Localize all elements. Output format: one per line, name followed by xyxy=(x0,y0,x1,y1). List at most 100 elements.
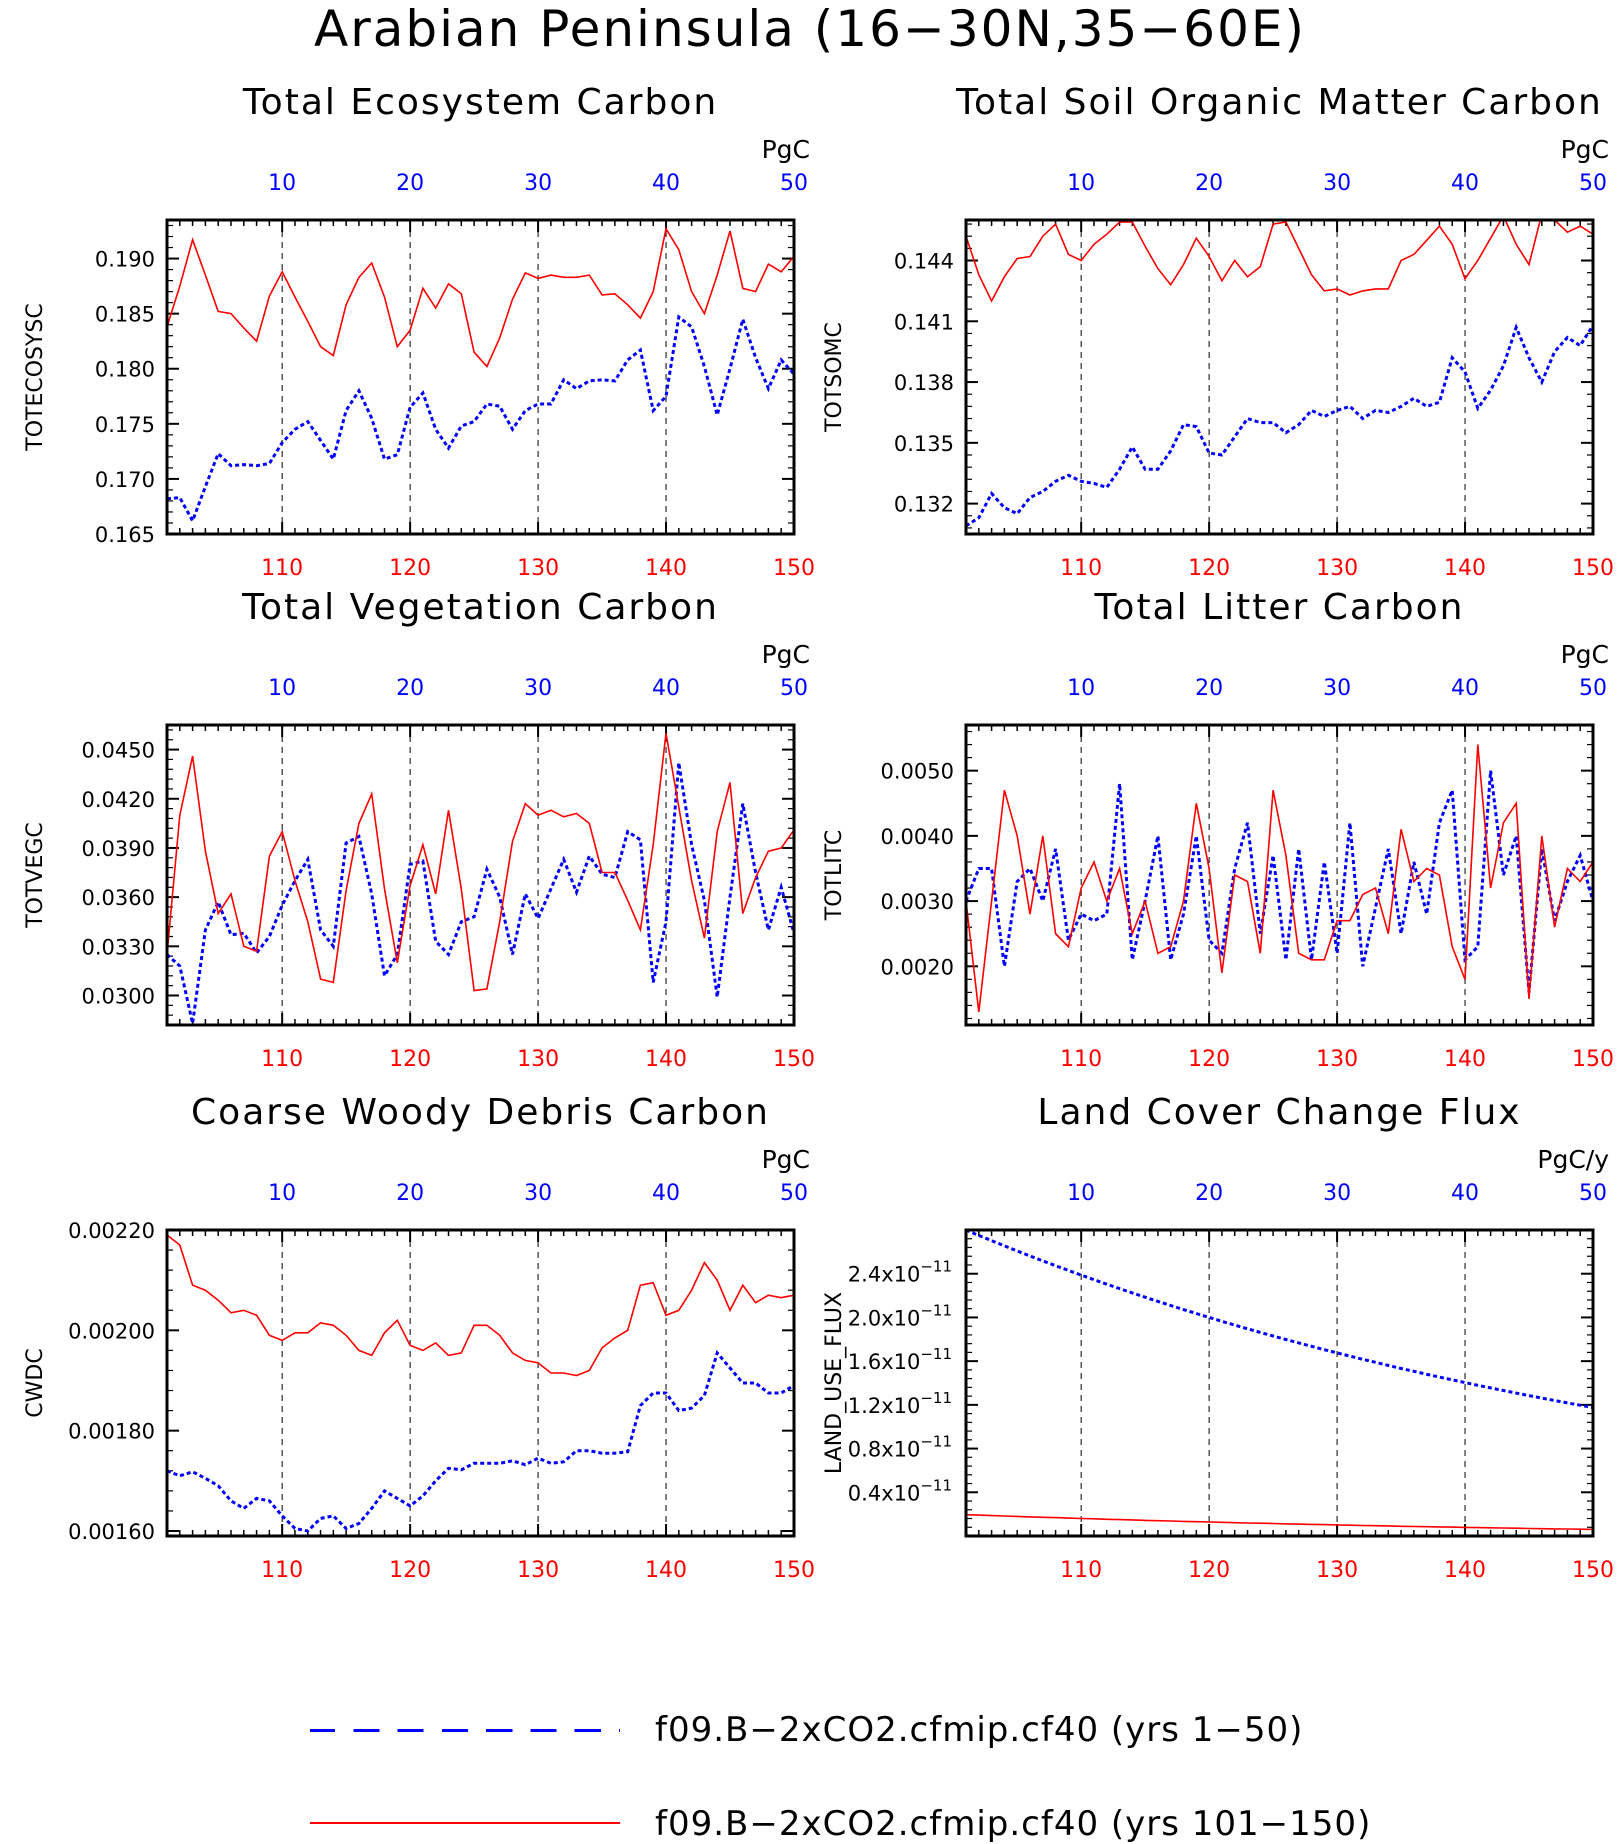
top-tick-label: 20 xyxy=(396,1181,424,1206)
y-tick-label: 0.165 xyxy=(95,523,155,547)
y-tick-label: 0.0390 xyxy=(82,837,155,861)
y-tick-exponent: −11 xyxy=(920,1345,952,1363)
y-tick-base: x10 xyxy=(881,1481,920,1505)
units-label: PgC xyxy=(762,640,810,669)
units-label: PgC xyxy=(762,1145,810,1174)
top-tick-label: 20 xyxy=(1195,1181,1223,1206)
bottom-tick-label: 120 xyxy=(1188,1558,1230,1583)
legend-label-blue: f09.B−2xCO2.cfmip.cf40 (yrs 1−50) xyxy=(655,1710,1304,1750)
chart-panel-4: Total Litter Carbon PgC 10 20 30 40 50 110 120 13… xyxy=(822,587,1614,1072)
series-line-blue xyxy=(167,1349,794,1533)
bottom-tick-label: 130 xyxy=(517,556,559,581)
y-tick-label: 2.0x10−11 xyxy=(848,1301,952,1330)
bottom-tick-label: 110 xyxy=(1060,1558,1102,1583)
series-line-red xyxy=(966,220,1593,303)
legend-item-red: f09.B−2xCO2.cfmip.cf40 (yrs 101−150) xyxy=(0,1804,1620,1844)
chart-title: Coarse Woody Debris Carbon xyxy=(191,1092,770,1133)
y-tick-label: 0.141 xyxy=(894,310,954,334)
bottom-tick-label: 150 xyxy=(1572,1047,1614,1072)
bottom-tick-label: 150 xyxy=(1572,1558,1614,1583)
bottom-tick-label: 150 xyxy=(773,1047,815,1072)
y-tick-label: 0.185 xyxy=(95,303,155,327)
units-label: PgC/y xyxy=(1537,1145,1609,1174)
y-tick-label: 0.00220 xyxy=(68,1219,155,1243)
top-tick-label: 50 xyxy=(1579,171,1607,196)
y-tick-base: x10 xyxy=(881,1350,920,1374)
top-tick-label: 10 xyxy=(1067,1181,1095,1206)
panels-group: Total Ecosystem Carbon PgC 10 20 30 40 50 110 12… xyxy=(23,82,1614,1583)
y-tick-label: 2.4x10−11 xyxy=(848,1258,952,1287)
top-tick-label: 40 xyxy=(652,1181,680,1206)
y-tick-label: 0.0300 xyxy=(82,984,155,1008)
y-tick-exponent: −11 xyxy=(920,1476,952,1494)
top-tick-label: 30 xyxy=(1323,676,1351,701)
y-tick-exponent: −11 xyxy=(920,1433,952,1451)
chart-panel-6: Land Cover Change Flux PgC/y 10 20 30 40 50 110… xyxy=(822,1092,1614,1583)
y-axis-label: TOTECOSYSC xyxy=(23,303,48,452)
bottom-tick-label: 120 xyxy=(389,1047,431,1072)
y-tick-label: 0.0420 xyxy=(82,788,155,812)
top-tick-label: 40 xyxy=(652,171,680,196)
bottom-tick-label: 120 xyxy=(389,556,431,581)
top-tick-label: 30 xyxy=(524,171,552,196)
legend-swatch-red-solid xyxy=(310,1822,620,1824)
top-tick-label: 50 xyxy=(780,676,808,701)
page-title: Arabian Peninsula (16−30N,35−60E) xyxy=(314,0,1306,58)
top-tick-label: 20 xyxy=(1195,676,1223,701)
y-tick-label: 0.8x10−11 xyxy=(848,1433,952,1462)
y-tick-label: 0.132 xyxy=(894,493,954,517)
chart-panel-2: Total Soil Organic Matter Carbon PgC 10 20 3… xyxy=(822,82,1614,581)
top-tick-label: 50 xyxy=(1579,676,1607,701)
series-line-red xyxy=(167,733,794,992)
top-tick-label: 10 xyxy=(268,676,296,701)
y-tick-mantissa: 2.0 xyxy=(848,1306,881,1330)
units-label: PgC xyxy=(1561,135,1609,164)
legend-swatch-blue-dashed xyxy=(310,1729,620,1732)
bottom-tick-label: 150 xyxy=(773,1558,815,1583)
bottom-tick-label: 130 xyxy=(1316,1047,1358,1072)
chart-panel-3: Total Vegetation Carbon PgC 10 20 30 40 50 110 1… xyxy=(23,587,815,1072)
top-tick-label: 30 xyxy=(1323,1181,1351,1206)
units-label: PgC xyxy=(1561,640,1609,669)
top-tick-label: 40 xyxy=(652,676,680,701)
chart-panel-5: Coarse Woody Debris Carbon PgC 10 20 30 40 50 1… xyxy=(23,1092,815,1583)
bottom-tick-label: 110 xyxy=(1060,1047,1102,1072)
chart-title: Total Soil Organic Matter Carbon xyxy=(955,82,1603,123)
plot-frame xyxy=(964,723,1595,1027)
chart-panel-1: Total Ecosystem Carbon PgC 10 20 30 40 50 110 12… xyxy=(23,82,815,581)
bottom-tick-label: 120 xyxy=(1188,1047,1230,1072)
bottom-tick-label: 110 xyxy=(1060,556,1102,581)
plot-frame xyxy=(165,723,796,1027)
series-line-red xyxy=(167,226,794,368)
chart-title: Total Litter Carbon xyxy=(1094,587,1465,628)
chart-title: Total Ecosystem Carbon xyxy=(242,82,718,123)
bottom-tick-label: 140 xyxy=(645,556,687,581)
y-tick-base: x10 xyxy=(881,1263,920,1287)
y-tick-label: 0.170 xyxy=(95,468,155,492)
y-tick-label: 0.138 xyxy=(894,371,954,395)
y-tick-exponent: −11 xyxy=(920,1389,952,1407)
top-tick-label: 20 xyxy=(396,171,424,196)
y-axis-label: LAND_USE_FLUX xyxy=(822,1292,847,1474)
y-axis-label: TOTLITC xyxy=(822,830,847,921)
bottom-tick-label: 140 xyxy=(1444,556,1486,581)
y-tick-label: 0.190 xyxy=(95,248,155,272)
y-tick-label: 0.144 xyxy=(894,250,954,274)
series-line-blue xyxy=(966,770,1593,993)
series-line-red xyxy=(167,1234,794,1377)
bottom-tick-label: 140 xyxy=(1444,1558,1486,1583)
top-tick-label: 30 xyxy=(524,1181,552,1206)
series-line-red xyxy=(966,744,1593,1013)
bottom-tick-label: 140 xyxy=(645,1047,687,1072)
top-tick-label: 10 xyxy=(268,171,296,196)
y-tick-label: 0.00160 xyxy=(68,1520,155,1544)
bottom-tick-label: 130 xyxy=(517,1558,559,1583)
y-tick-label: 0.0330 xyxy=(82,935,155,959)
top-tick-label: 50 xyxy=(780,171,808,196)
top-tick-label: 50 xyxy=(1579,1181,1607,1206)
y-tick-base: x10 xyxy=(881,1438,920,1462)
series-line-blue xyxy=(966,1230,1593,1409)
chart-title: Total Vegetation Carbon xyxy=(241,587,719,628)
series-line-blue xyxy=(966,323,1593,528)
